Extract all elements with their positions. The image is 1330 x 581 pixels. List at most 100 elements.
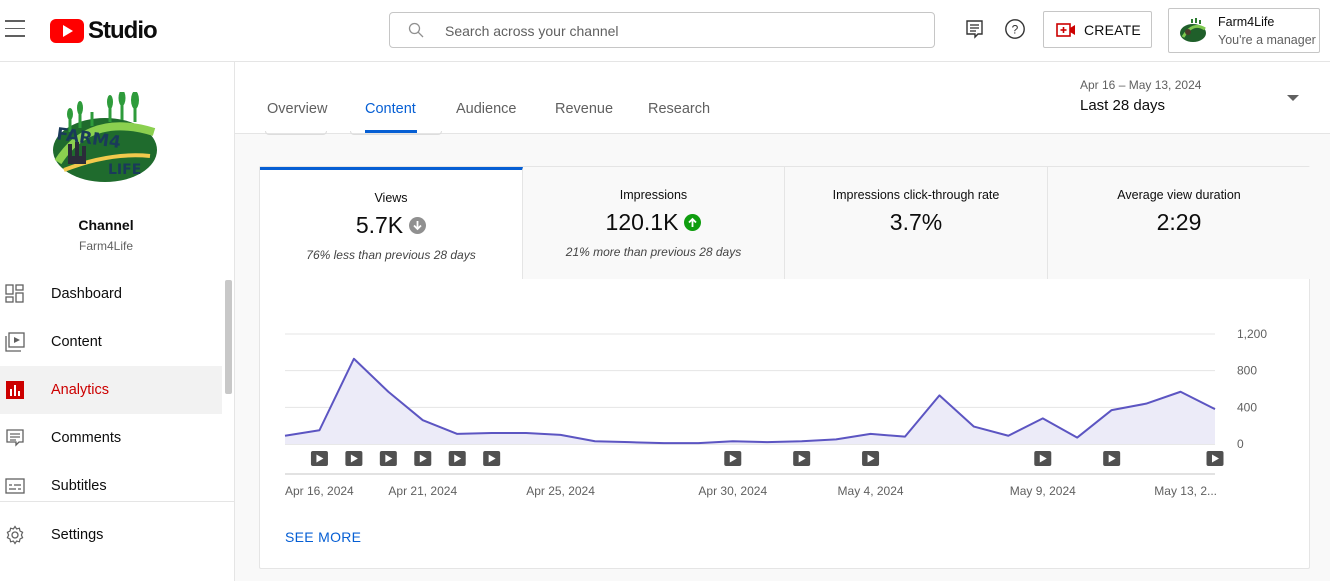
- video-published-marker[interactable]: [448, 451, 466, 466]
- video-published-marker[interactable]: [414, 451, 432, 466]
- dashboard-icon: [5, 284, 24, 303]
- metric-value: 5.7K: [260, 212, 522, 239]
- channel-avatar: [1180, 18, 1206, 42]
- tab-content[interactable]: Content: [365, 101, 416, 117]
- play-icon: [729, 454, 737, 463]
- sidebar-item-label: Settings: [51, 527, 104, 543]
- sidebar-item-content[interactable]: Content: [0, 318, 222, 366]
- sidebar-item-analytics[interactable]: Analytics: [0, 366, 222, 414]
- subtab-pill: [265, 131, 327, 135]
- sidebar-item-label: Comments: [51, 430, 122, 446]
- metric-value-text: 5.7K: [355, 212, 404, 238]
- settings-icon: [6, 525, 24, 545]
- metric-title: Average view duration: [1117, 188, 1241, 202]
- channel-name: Farm4Life: [78, 239, 134, 253]
- y-tick-label: 1,200: [1237, 327, 1267, 341]
- metric-tab-impressions[interactable]: Impressions 120.1K 21% more than previou…: [523, 167, 785, 279]
- video-published-marker[interactable]: [862, 451, 880, 466]
- tab-overview[interactable]: Overview: [267, 101, 328, 117]
- sidebar-item-label: Analytics: [51, 382, 110, 398]
- sidebar-item-label: Subtitles: [51, 478, 107, 494]
- analytics-icon: [6, 381, 24, 399]
- play-icon: [454, 454, 462, 463]
- metric-tab-ctr[interactable]: Impressions click-through rate 3.7%: [785, 167, 1048, 279]
- x-tick-label: Apr 25, 2024: [526, 484, 595, 498]
- video-published-marker[interactable]: [724, 451, 742, 466]
- video-published-marker[interactable]: [793, 451, 811, 466]
- sidebar-item-dashboard[interactable]: Dashboard: [0, 270, 222, 318]
- video-published-marker[interactable]: [345, 451, 363, 466]
- metric-tab-views[interactable]: Views 5.7K 76% less than previous 28 day…: [260, 167, 523, 279]
- youtube-studio-logo[interactable]: Studio: [50, 17, 158, 45]
- trend-up-icon: [684, 214, 702, 231]
- video-published-marker[interactable]: [379, 451, 397, 466]
- video-published-marker[interactable]: [310, 451, 328, 466]
- video-published-marker[interactable]: [1103, 451, 1121, 466]
- tab-research[interactable]: Research: [648, 101, 711, 117]
- metric-title: Impressions: [619, 188, 688, 202]
- x-tick-label: May 9, 2024: [1010, 484, 1076, 498]
- account-role: You're a manager: [1218, 33, 1316, 47]
- play-icon: [419, 454, 427, 463]
- sidebar-item-comments[interactable]: Comments: [0, 414, 222, 462]
- analytics-tabs-bar: Overview Content Audience Revenue Resear…: [235, 62, 1330, 135]
- metric-title: Views: [374, 191, 408, 205]
- channel-title: Channel: [78, 217, 134, 233]
- sidebar-divider: [0, 501, 234, 502]
- feedback-icon[interactable]: [964, 18, 986, 40]
- menu-icon[interactable]: [5, 20, 25, 38]
- trend-down-icon: [409, 217, 427, 234]
- y-tick-label: 800: [1237, 364, 1257, 378]
- search-input[interactable]: [445, 19, 915, 43]
- metric-comparison: 76% less than previous 28 days: [306, 248, 476, 262]
- date-period-label[interactable]: Last 28 days: [1080, 97, 1166, 114]
- date-dropdown-icon[interactable]: [1287, 95, 1299, 101]
- play-icon: [316, 454, 324, 463]
- video-published-marker[interactable]: [1034, 451, 1052, 466]
- create-label: CREATE: [1084, 21, 1141, 38]
- sidebar-item-label: Dashboard: [51, 286, 122, 302]
- tab-revenue[interactable]: Revenue: [555, 101, 614, 117]
- account-name: Farm4Life: [1218, 15, 1275, 29]
- channel-logo[interactable]: FARM4 LIFE: [50, 92, 160, 188]
- sidebar-item-label: Content: [51, 334, 102, 350]
- top-header: Studio ? CREATE Farm4Life You're a manag…: [0, 0, 1330, 62]
- svg-text:?: ?: [1012, 23, 1019, 37]
- y-tick-label: 0: [1237, 437, 1244, 451]
- sidebar-item-subtitles[interactable]: Subtitles: [0, 462, 222, 510]
- x-tick-label: Apr 21, 2024: [388, 484, 457, 498]
- tab-audience[interactable]: Audience: [456, 101, 517, 117]
- metric-tab-avg-view-duration[interactable]: Average view duration 2:29: [1048, 167, 1310, 279]
- video-published-marker[interactable]: [1206, 451, 1224, 466]
- x-tick-label: Apr 30, 2024: [698, 484, 767, 498]
- see-more-button[interactable]: SEE MORE: [285, 529, 362, 545]
- subtitles-icon: [5, 478, 25, 494]
- svg-text:LIFE: LIFE: [108, 162, 141, 178]
- metric-value-text: 120.1K: [605, 209, 679, 235]
- content-icon: [5, 332, 25, 352]
- play-icon: [798, 454, 806, 463]
- video-published-marker[interactable]: [483, 451, 501, 466]
- x-tick-label: May 4, 2024: [838, 484, 904, 498]
- metric-value: 2:29: [1048, 209, 1310, 236]
- left-sidebar: FARM4 LIFE Channel Farm4Life Dashboard C…: [0, 62, 235, 581]
- account-switcher[interactable]: Farm4Life You're a manager: [1168, 8, 1320, 53]
- help-icon[interactable]: ?: [1004, 18, 1026, 40]
- x-tick-label: Apr 16, 2024: [285, 484, 354, 498]
- subtab-pill: [350, 131, 442, 135]
- metric-comparison: 21% more than previous 28 days: [565, 245, 742, 259]
- sidebar-item-settings[interactable]: Settings: [0, 511, 222, 559]
- x-tick-label: May 13, 2...: [1154, 484, 1217, 498]
- search-box[interactable]: [389, 12, 935, 48]
- sidebar-scrollbar[interactable]: [225, 280, 232, 394]
- play-icon: [1039, 454, 1047, 463]
- create-button[interactable]: CREATE: [1043, 11, 1152, 48]
- comments-icon: [6, 429, 24, 447]
- play-icon: [1108, 454, 1116, 463]
- metric-value-text: 2:29: [1156, 209, 1202, 235]
- views-line: [284, 357, 1216, 445]
- analytics-card: Views 5.7K 76% less than previous 28 day…: [259, 166, 1310, 569]
- create-video-icon: [1056, 22, 1075, 37]
- youtube-logo-icon: [50, 19, 84, 43]
- metric-value: 3.7%: [785, 209, 1047, 236]
